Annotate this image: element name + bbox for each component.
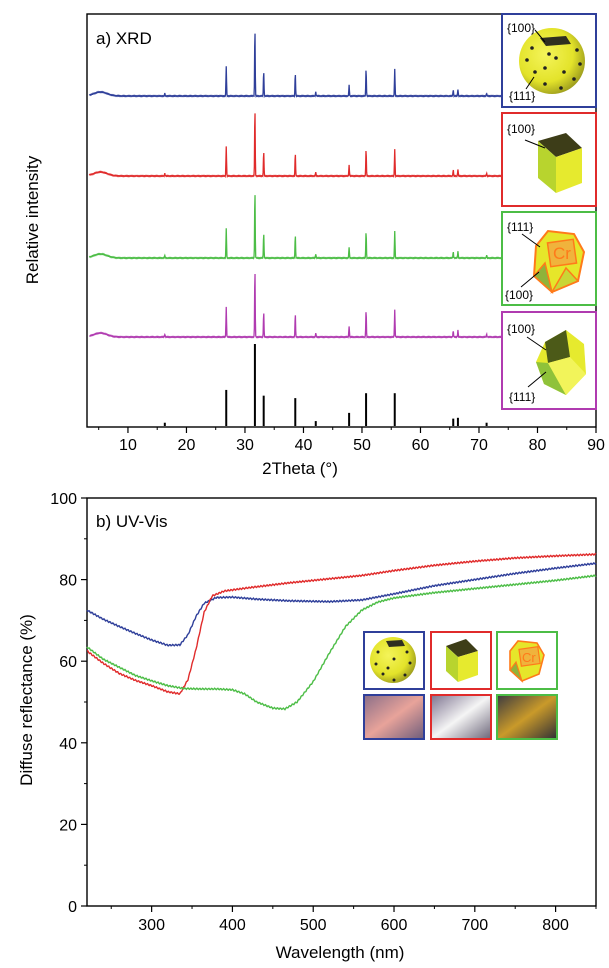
uvvis-series-line — [86, 574, 597, 711]
uv-sphere-facet — [386, 640, 405, 647]
xrd-panel: 10 20 30 40 50 60 70 80 90 a) XRD 2Theta (°) Rel… — [23, 13, 605, 478]
xrd-x-tick-label: 50 — [353, 437, 371, 454]
uv-powder-gold — [496, 694, 558, 740]
inset-sphere: {100} {111} — [501, 13, 597, 108]
uvvis-y-tick-label: 0 — [68, 899, 77, 916]
xrd-x-ticks: 10 20 30 40 50 60 70 80 90 — [98, 427, 605, 454]
uv-cube-left-face — [446, 646, 458, 682]
cuboct-label-100: {100} — [505, 288, 533, 302]
cuboct-label-111: {111} — [507, 220, 533, 234]
uvvis-panel: 300 400 500 600 700 800 0 20 40 60 80 100 b) UV-Vi… — [17, 491, 597, 962]
uv-cuboct-green-face — [509, 660, 524, 683]
cuboct-side-face — [550, 266, 580, 294]
uv-cuboct-face-text: Cr — [522, 650, 536, 665]
uv-sphere-dots — [374, 650, 412, 682]
cuboct-green-face — [532, 261, 554, 295]
xrd-traces — [88, 33, 513, 339]
uvvis-y-tick-label: 100 — [50, 491, 77, 508]
xrd-x-tick-label: 30 — [236, 437, 254, 454]
xrd-x-tick-label: 20 — [178, 437, 196, 454]
xrd-x-tick-label: 90 — [587, 437, 605, 454]
uv-inset-cube — [430, 631, 492, 690]
uv-powder-white — [430, 694, 492, 740]
cuboct-leader-100 — [520, 271, 540, 288]
xrd-insets: {100} {111} {100} Cr — [501, 13, 597, 410]
uv-cube-right-face — [458, 651, 478, 682]
tcube-leader-100 — [526, 336, 547, 351]
sphere-facet — [540, 36, 571, 46]
uv-powder-pink — [363, 694, 425, 740]
uv-inset-cuboctahedron: Cr — [496, 631, 558, 690]
uvvis-y-tick-label: 20 — [59, 817, 77, 834]
xrd-x-tick-label: 10 — [119, 437, 137, 454]
uvvis-x-tick-label: 600 — [381, 917, 408, 934]
uvvis-x-axis-label: Wavelength (nm) — [276, 943, 405, 962]
tcube-green-face — [536, 362, 566, 395]
uvvis-y-axis-label: Diffuse reflectance (%) — [17, 614, 36, 786]
xrd-x-tick-label: 70 — [470, 437, 488, 454]
uv-cuboct-front-face — [518, 646, 541, 667]
uv-cube-top-face — [446, 639, 478, 657]
cube-left-face — [538, 141, 556, 193]
uvvis-x-tick-label: 400 — [219, 917, 246, 934]
sphere-leader-111 — [525, 76, 535, 90]
xrd-x-tick-label: 80 — [529, 437, 547, 454]
cube-label-100: {100} — [507, 122, 535, 136]
cuboct-front-face — [546, 238, 578, 268]
uvvis-x-tick-label: 300 — [138, 917, 165, 934]
sphere-label-100: {100} — [507, 21, 535, 35]
cube-right-face — [556, 148, 582, 193]
xrd-panel-label: a) XRD — [96, 29, 152, 48]
xrd-reference-pattern — [163, 344, 488, 426]
xrd-y-axis-label: Relative intensity — [23, 155, 42, 284]
uvvis-y-tick-label: 40 — [59, 736, 77, 753]
uvvis-inset: Cr — [363, 631, 558, 740]
inset-cube: {100} — [501, 112, 597, 207]
sphere-leader-100 — [534, 29, 546, 43]
uvvis-x-tick-label: 700 — [461, 917, 488, 934]
xrd-x-tick-label: 40 — [295, 437, 313, 454]
uvvis-y-ticks: 0 20 40 60 80 100 — [50, 491, 87, 916]
tcube-leader-111 — [527, 371, 547, 388]
xrd-series-line — [88, 273, 512, 339]
tcube-dark-face — [545, 330, 570, 363]
uvvis-series — [86, 552, 597, 711]
cuboct-leader-111 — [521, 233, 541, 248]
xrd-series-line — [88, 195, 513, 260]
uvvis-panel-label: b) UV-Vis — [96, 512, 168, 531]
uvvis-x-tick-label: 800 — [542, 917, 569, 934]
uvvis-x-ticks: 300 400 500 600 700 800 — [110, 906, 597, 934]
tcube-label-100: {100} — [507, 322, 535, 336]
tcube-light-face — [548, 357, 586, 395]
tcube-label-111: {111} — [509, 390, 535, 404]
inset-truncated-cube: {100} {111} — [501, 311, 597, 410]
sphere-label-111: {111} — [509, 89, 535, 103]
uv-inset-sphere — [363, 631, 425, 690]
sphere-particle — [519, 28, 585, 94]
cuboct-face-text: Cr — [553, 244, 571, 263]
cube-leader-100 — [524, 139, 546, 149]
uvvis-y-tick-label: 80 — [59, 573, 77, 590]
uvvis-series-line — [86, 562, 597, 647]
xrd-series-line — [88, 33, 512, 99]
inset-cuboctahedron: Cr {111} {100} — [501, 211, 597, 306]
sphere-dots — [525, 46, 582, 90]
xrd-x-tick-label: 60 — [412, 437, 430, 454]
uvvis-series-line — [86, 552, 597, 696]
xrd-series-line — [88, 113, 513, 179]
uvvis-x-tick-label: 500 — [300, 917, 327, 934]
xrd-x-axis-label: 2Theta (°) — [262, 459, 338, 478]
uvvis-y-tick-label: 60 — [59, 654, 77, 671]
cube-top-face — [538, 133, 582, 157]
